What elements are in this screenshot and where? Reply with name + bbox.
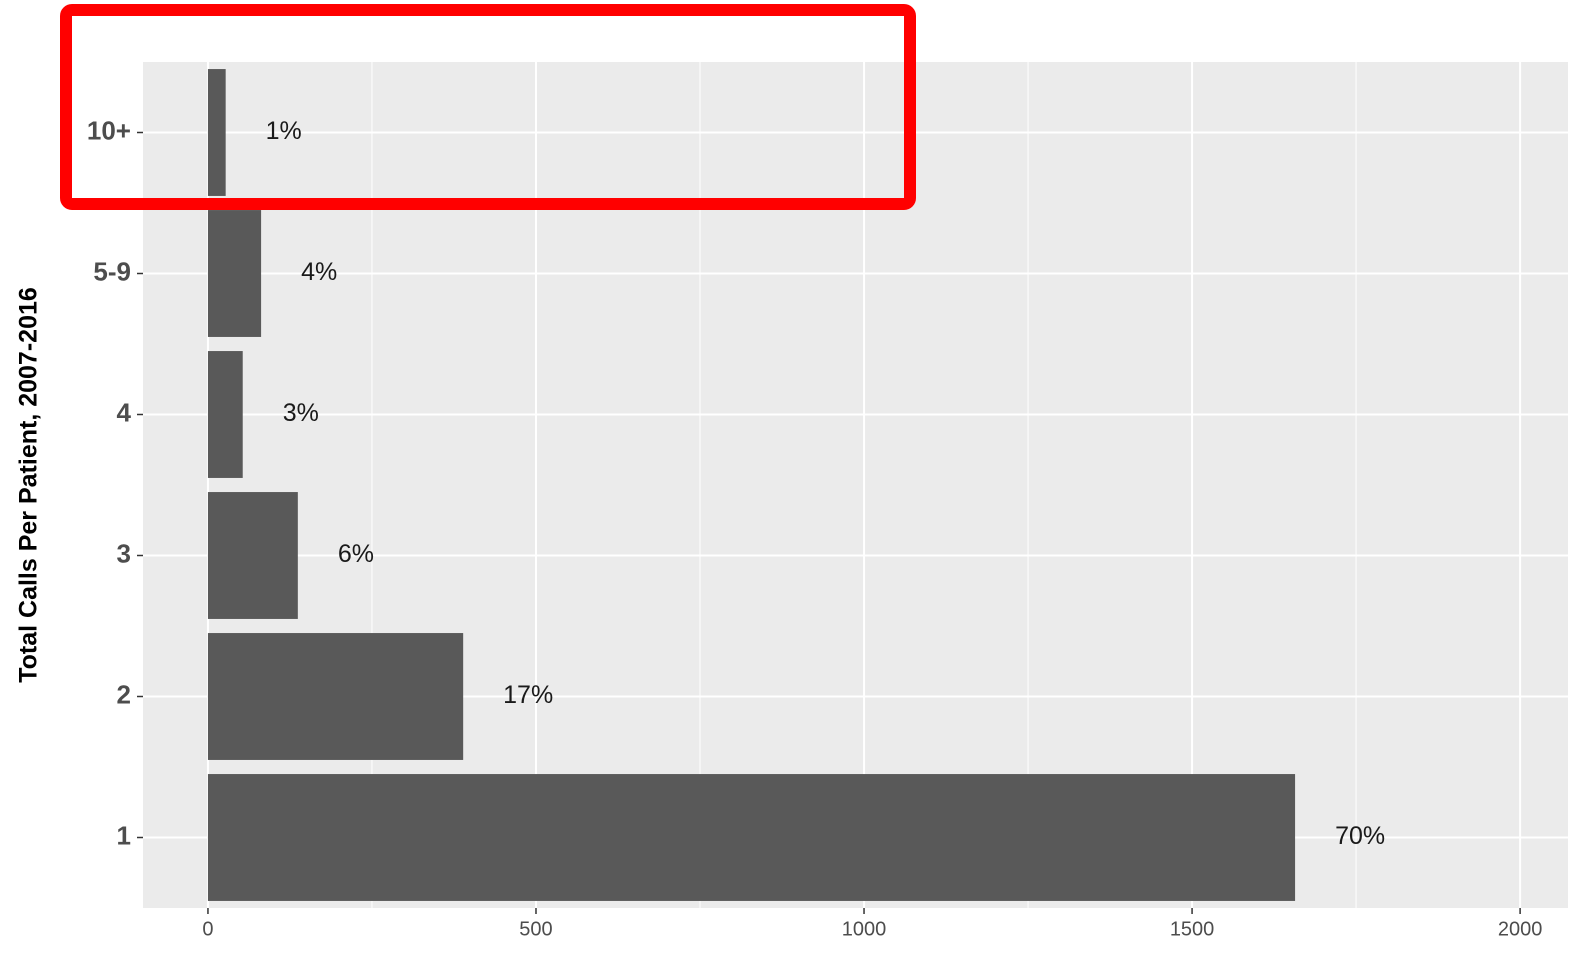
bar-annotation: 3%	[283, 399, 319, 427]
bar	[207, 69, 226, 196]
bar	[207, 774, 1296, 901]
bar	[207, 633, 464, 760]
y-axis-label: Total Calls Per Patient, 2007-2016	[15, 287, 43, 683]
y-tick-label: 5-9	[93, 256, 131, 286]
bar-annotation: 1%	[266, 117, 302, 145]
bar-annotation: 4%	[301, 258, 337, 286]
highlight-box	[60, 4, 916, 210]
y-tick-label: 4	[117, 397, 132, 427]
bar	[207, 210, 262, 337]
bar	[207, 492, 298, 619]
y-tick-label: 2	[117, 679, 131, 709]
x-tick-label: 1500	[1170, 918, 1215, 940]
x-tick-label: 1000	[842, 918, 887, 940]
y-tick-label: 10+	[87, 115, 131, 145]
bar-annotation: 6%	[338, 540, 374, 568]
x-tick-label: 0	[202, 918, 213, 940]
bar-annotation: 17%	[503, 681, 553, 709]
x-tick-label: 500	[519, 918, 552, 940]
x-tick-label: 2000	[1498, 918, 1543, 940]
bar	[207, 351, 243, 478]
y-tick-label: 1	[117, 820, 131, 850]
y-tick-label: 3	[117, 538, 131, 568]
bar-annotation: 70%	[1335, 822, 1385, 850]
